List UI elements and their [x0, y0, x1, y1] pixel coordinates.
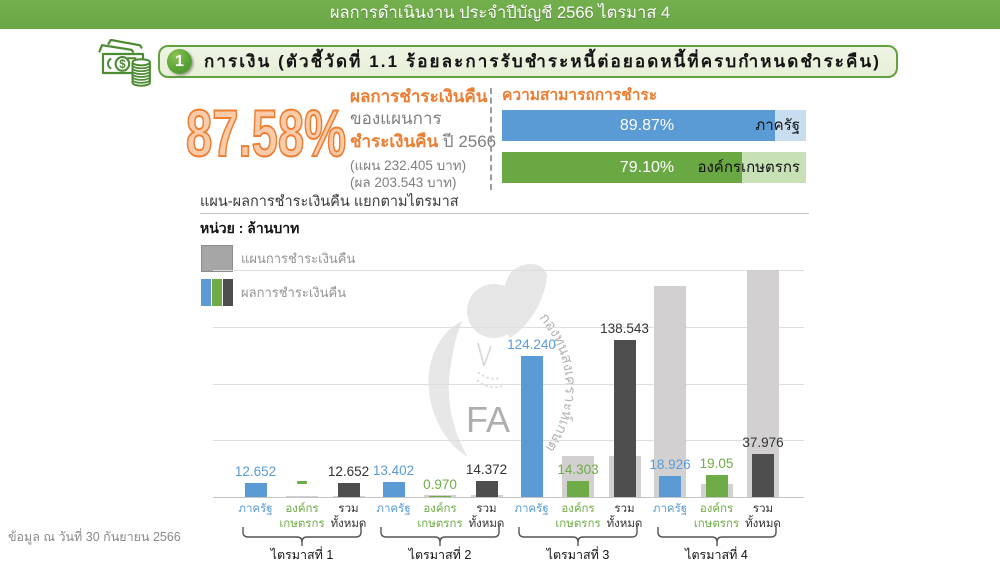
- header-bar: ผลการดำเนินงาน ประจำปีบัญชี 2566 ไตรมาส …: [0, 0, 1000, 29]
- summary-line-1: ผลการชำระเงินคืน: [350, 87, 488, 106]
- gridline: [213, 383, 804, 385]
- quarter-label: ไตรมาสที่ 2: [408, 548, 472, 562]
- legend-result-swatch-stripe: [212, 279, 222, 306]
- bar-value-label: 18.926: [649, 456, 691, 472]
- category-label: เกษตรกร: [555, 517, 601, 530]
- summary-line-3: ชำระเงินคืน ปี 2566: [350, 133, 496, 150]
- legend-result-swatch-stripe: [223, 279, 233, 306]
- result-bar: [705, 475, 728, 497]
- capability-bar-government: 89.87% ภาครัฐ: [502, 110, 806, 141]
- legend-plan-swatch: [201, 245, 233, 272]
- chart-title: แผน-ผลการชำระเงินคืน แยกตามไตรมาส: [200, 194, 459, 210]
- category-label: ทั้งหมด: [468, 517, 505, 530]
- quarter-bracket: [518, 527, 638, 546]
- summary-line-2: ของแผนการ: [350, 109, 442, 128]
- result-bar: [567, 480, 589, 497]
- watermark-letters: FA: [466, 399, 510, 440]
- category-label: เกษตรกร: [693, 517, 740, 530]
- category-label: รวม: [614, 503, 635, 515]
- watermark-logo: กองทุนสงเคราะห์เกษตรกร FA: [398, 250, 578, 457]
- quarter-label: ไตรมาสที่ 4: [685, 548, 748, 562]
- category-label: รวม: [476, 503, 497, 515]
- result-bar: [244, 482, 267, 497]
- legend-result-swatch-stripe: [201, 279, 211, 306]
- plan-bar: [654, 285, 686, 497]
- result-bar: [429, 495, 451, 497]
- chart-unit-label: หน่วย : ล้านบาท: [200, 220, 300, 236]
- bar-value-label: 37.976: [742, 434, 784, 450]
- capability-title: ความสามารถการชำระ: [502, 87, 658, 104]
- legend-plan-label: แผนการชำระเงินคืน: [241, 251, 356, 266]
- category-label: ภาครัฐ: [514, 503, 549, 515]
- capability-bar-label: องค์กรเกษตรกร: [697, 159, 800, 176]
- section-title: การเงิน (ตัวชี้วัดที่ 1.1 ร้อยละการรับชำ…: [204, 52, 881, 71]
- capability-bar-farmer: 79.10% องค์กรเกษตรกร: [502, 152, 806, 183]
- vertical-dashed-divider: [490, 88, 492, 190]
- capability-bar-value: 79.10%: [619, 158, 675, 176]
- summary-result-note: (ผล 203.543 บาท): [350, 175, 457, 190]
- legend-result: ผลการชำระเงินคืน: [201, 279, 346, 306]
- category-label: ภาครัฐ: [238, 503, 273, 515]
- zero-value-dash: [297, 481, 307, 484]
- summary-plan-note: (แผน 232.405 บาท): [350, 158, 467, 173]
- category-label: องค์กร: [699, 503, 734, 515]
- category-label: องค์กร: [423, 503, 457, 515]
- bar-value-label: 12.652: [327, 463, 370, 479]
- bar-value-label: 0.970: [423, 476, 457, 492]
- legend-result-swatch: [201, 279, 233, 306]
- section-header: 1 การเงิน (ตัวชี้วัดที่ 1.1 ร้อยละการรับ…: [158, 45, 898, 78]
- category-label: เกษตรกร: [417, 517, 463, 530]
- plan-bar: [286, 495, 318, 497]
- category-label: ภาครัฐ: [652, 503, 688, 515]
- category-label: ภาครัฐ: [376, 503, 411, 515]
- gridline: [213, 326, 804, 328]
- result-bar: [337, 482, 360, 497]
- category-label: รวม: [752, 503, 774, 515]
- gridline: [213, 440, 804, 442]
- section-number-badge: 1: [167, 49, 192, 74]
- legend-result-label: ผลการชำระเงินคืน: [241, 285, 347, 300]
- category-label: รวม: [338, 503, 359, 515]
- gridline: [213, 270, 804, 272]
- result-bar: [613, 339, 636, 497]
- bar-value-label: 14.303: [557, 461, 599, 477]
- bar-value-label: 14.372: [465, 461, 508, 477]
- big-percent-value: 87.58%: [185, 96, 347, 170]
- quarter-bracket: [656, 527, 777, 546]
- category-label: ทั้งหมด: [330, 517, 367, 530]
- capability-bar-value: 89.87%: [619, 116, 675, 134]
- capability-bar-fill: [502, 152, 743, 183]
- category-label: ทั้งหมด: [745, 517, 781, 530]
- bar-value-label: 13.402: [372, 462, 415, 478]
- data-as-of-note: ข้อมูล ณ วันที่ 30 กันยายน 2566: [8, 530, 181, 544]
- result-bar: [475, 480, 498, 497]
- legend-plan: แผนการชำระเงินคืน: [201, 245, 355, 272]
- bar-value-label: 138.543: [600, 320, 649, 336]
- capability-bar-fill: [502, 110, 776, 141]
- money-banknotes-coins-icon: $: [98, 39, 151, 87]
- quarter-label: ไตรมาสที่ 1: [270, 548, 334, 562]
- quarter-bracket: [242, 527, 362, 546]
- category-label: ทั้งหมด: [606, 517, 643, 530]
- page-title: ผลการดำเนินงาน ประจำปีบัญชี 2566 ไตรมาส …: [329, 4, 671, 23]
- bar-value-label: 12.652: [234, 463, 277, 479]
- summary-line-3-orange: ชำระเงินคืน: [350, 132, 439, 151]
- category-label: เกษตรกร: [279, 517, 325, 530]
- chart-title-rule: [200, 213, 809, 214]
- capability-bar-label: ภาครัฐ: [755, 117, 800, 134]
- quarter-bracket: [380, 527, 500, 546]
- result-bar: [752, 453, 774, 497]
- result-bar: [382, 481, 405, 497]
- category-label: องค์กร: [561, 503, 595, 515]
- summary-line-3-gray: ปี 2566: [438, 132, 497, 151]
- result-bar: [520, 356, 543, 497]
- bar-value-label: 124.240: [507, 337, 556, 353]
- quarter-label: ไตรมาสที่ 3: [546, 548, 610, 562]
- category-label: องค์กร: [285, 503, 319, 515]
- svg-text:$: $: [119, 59, 126, 71]
- x-axis-line: [213, 497, 804, 498]
- result-bar: [659, 475, 681, 497]
- bar-value-label: 19.05: [699, 456, 734, 472]
